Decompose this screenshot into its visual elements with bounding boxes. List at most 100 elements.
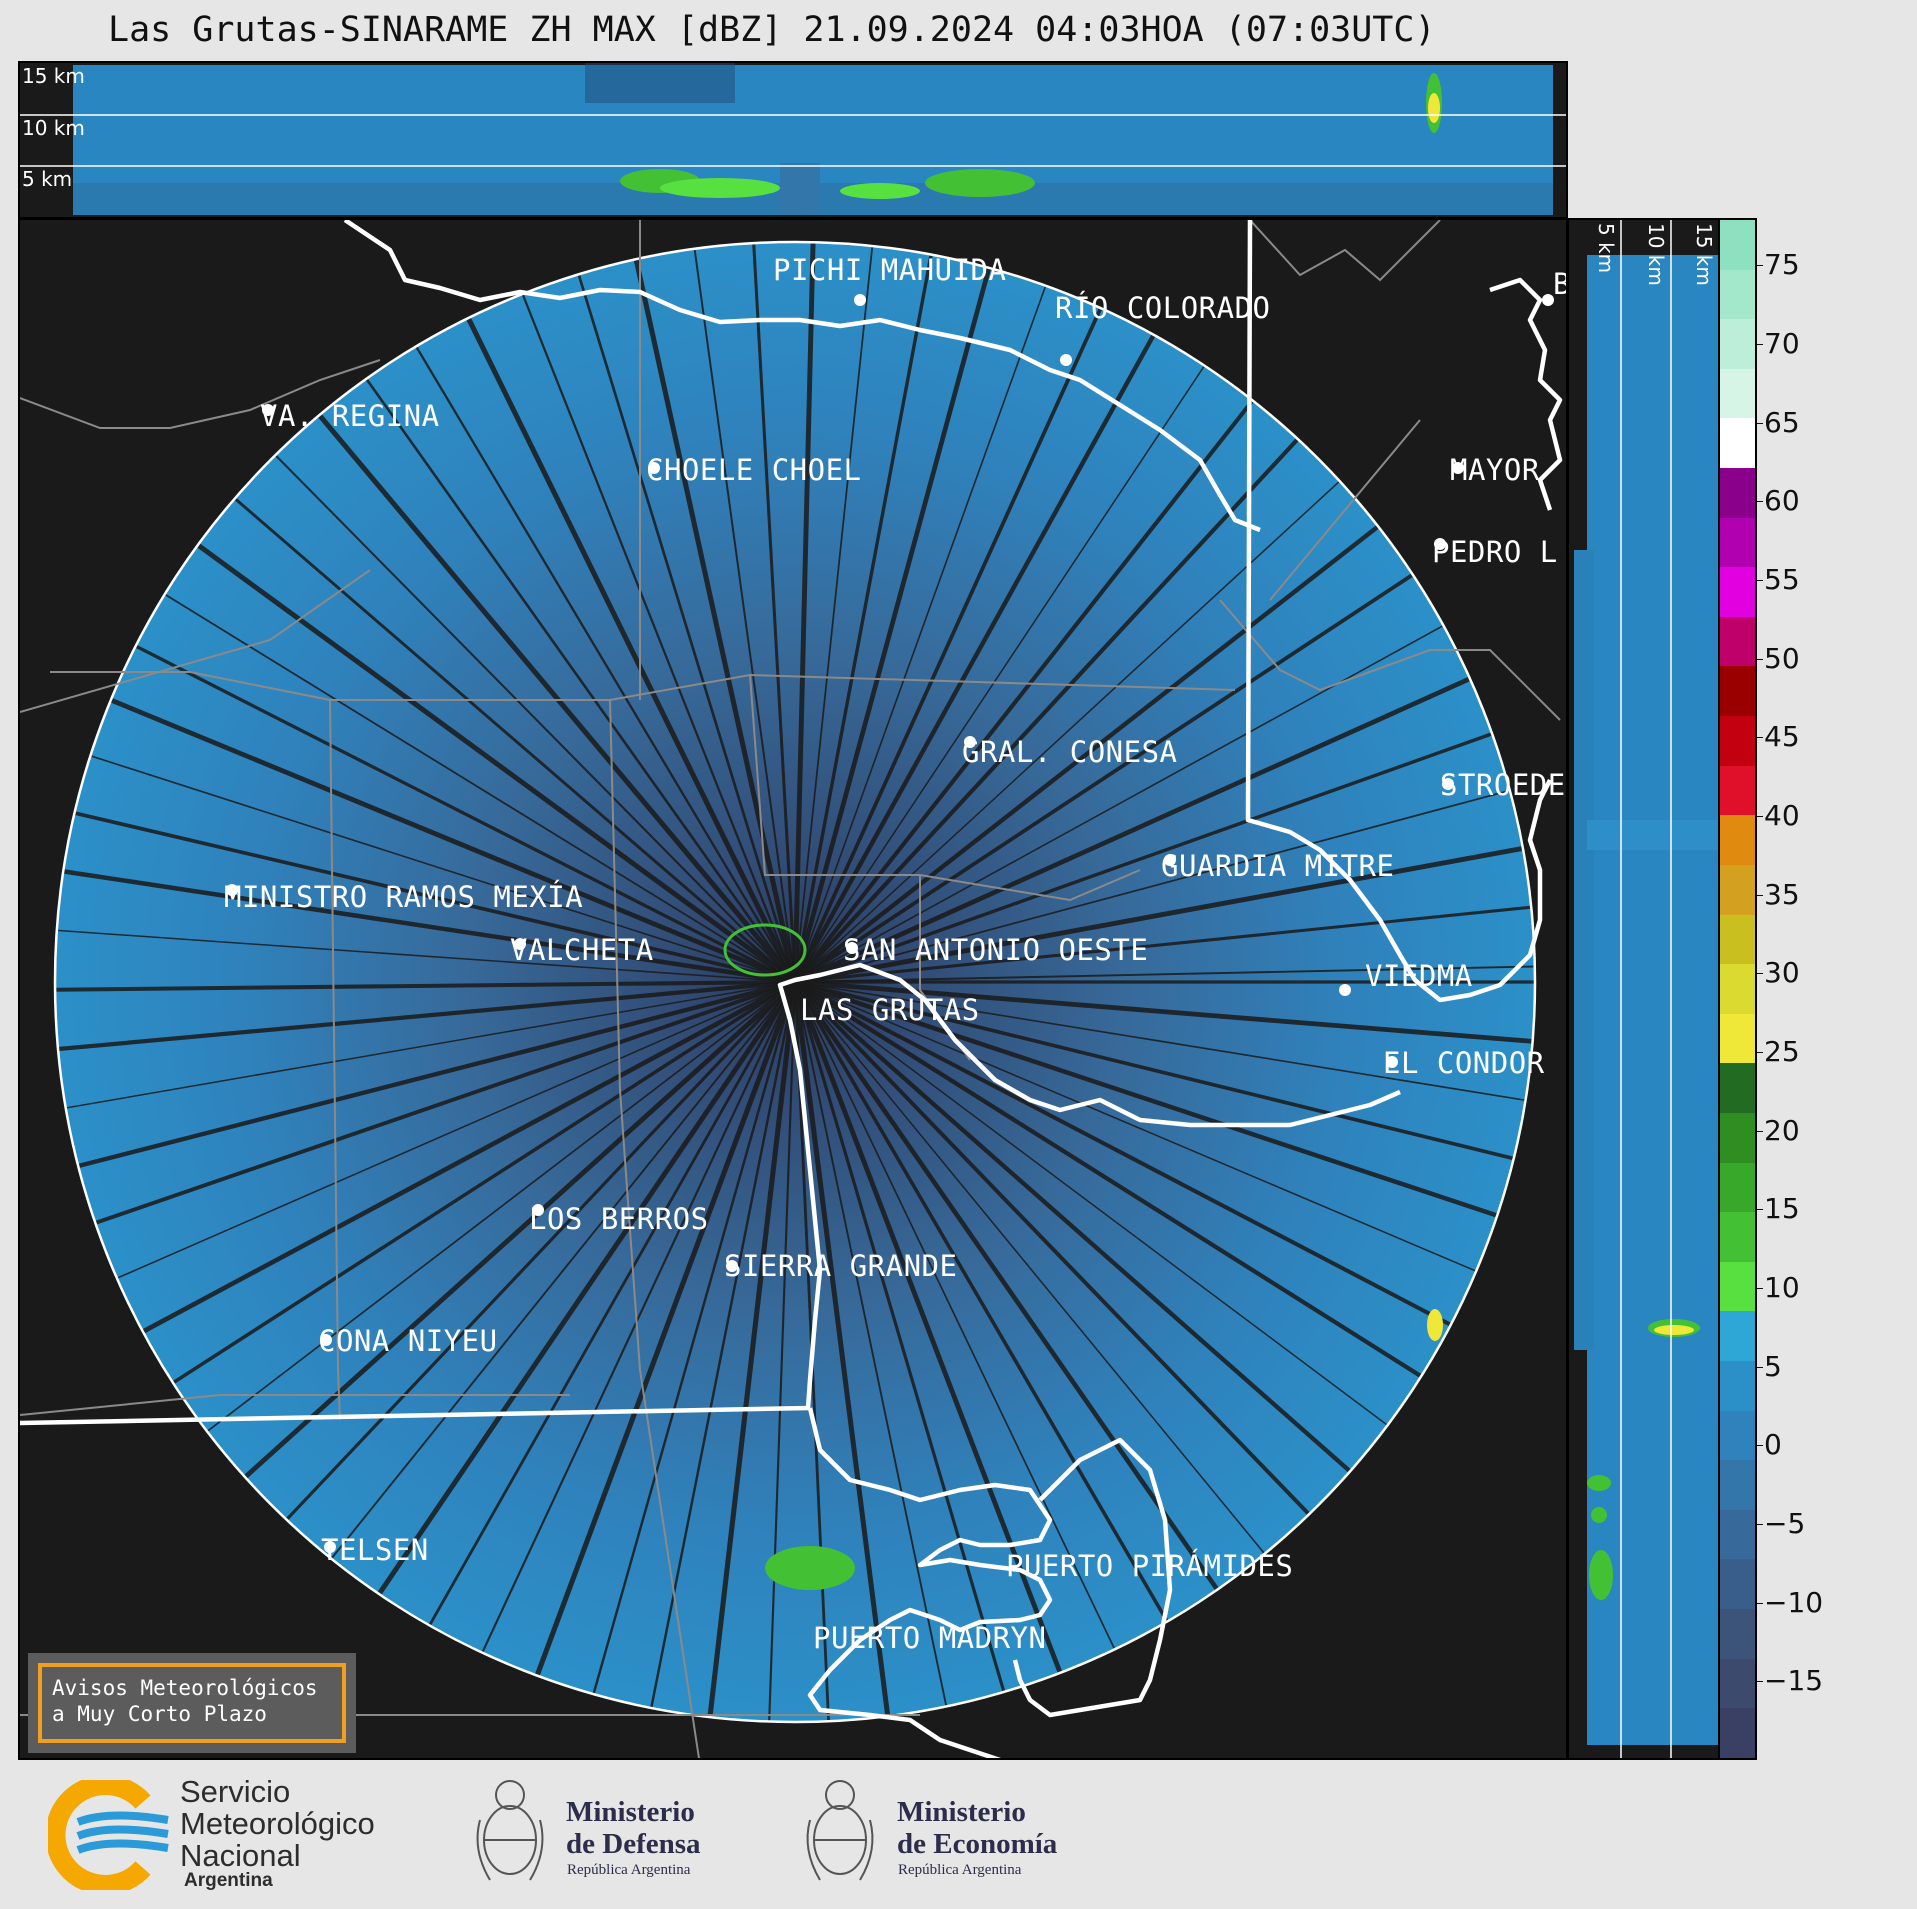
city-label: VIEDMA xyxy=(1365,959,1473,993)
city-marker xyxy=(726,1260,738,1272)
page-title: Las Grutas-SINARAME ZH MAX [dBZ] 21.09.2… xyxy=(108,10,1436,50)
city-label: STROEDE xyxy=(1440,768,1566,802)
colorbar-tick-mark xyxy=(1757,343,1763,345)
radar-range-ring xyxy=(53,240,1537,1724)
city-label: LAS GRUTAS xyxy=(800,993,980,1027)
colorbar-tick-mark xyxy=(1757,737,1763,739)
colorbar-tick-label: 30 xyxy=(1764,956,1800,990)
city-marker xyxy=(648,462,660,474)
city-label: SAN ANTONIO OESTE xyxy=(843,933,1148,967)
city-marker xyxy=(854,294,866,306)
colorbar-tick-label: 25 xyxy=(1764,1034,1800,1068)
smn-logo-icon xyxy=(48,1780,169,1890)
economia-sub: República Argentina xyxy=(898,1862,1022,1878)
city-label: PEDRO L xyxy=(1432,535,1558,569)
defensa-line-1: Ministerio xyxy=(566,1796,695,1828)
city-label: PUERTO MADRYN xyxy=(813,1621,1046,1655)
coastline-and-borders xyxy=(20,220,1563,1758)
city-marker xyxy=(1452,462,1464,474)
smn-line-2: Meteorológico xyxy=(180,1806,375,1841)
city-label: CHOELE CHOEL xyxy=(646,453,862,487)
colorbar-tick-mark xyxy=(1757,658,1763,660)
notice-line-1: Avisos Meteorológicos xyxy=(52,1676,318,1700)
city-label: GUARDIA MITRE xyxy=(1161,849,1394,883)
city-label: VA. REGINA xyxy=(260,399,440,433)
city-marker xyxy=(964,736,976,748)
city-marker xyxy=(514,938,526,950)
notice-box: Avisos Meteorológicos a Muy Corto Plazo xyxy=(28,1653,356,1753)
colorbar-tick-label: −5 xyxy=(1764,1506,1806,1540)
city-label: TELSEN xyxy=(321,1533,429,1567)
colorbar-tick-mark xyxy=(1757,501,1763,503)
city-marker xyxy=(1060,354,1072,366)
smn-line-3: Nacional xyxy=(180,1838,301,1873)
economia-line-2: de Economía xyxy=(897,1828,1058,1860)
city-label: SIERRA GRANDE xyxy=(724,1249,957,1283)
city-label: VALCHETA xyxy=(510,933,654,967)
city-marker xyxy=(1339,984,1351,996)
city-marker xyxy=(532,1204,544,1216)
colorbar-tick-label: 0 xyxy=(1764,1428,1782,1462)
side-cross-section-panel: 5 km 10 km 15 km xyxy=(1567,218,1722,1760)
city-marker xyxy=(1542,294,1554,306)
city-label: MAYOR xyxy=(1450,453,1540,487)
department-borders xyxy=(20,220,1561,1758)
city-marker xyxy=(1386,1056,1398,1068)
city-label: RÍO COLORADO xyxy=(1055,291,1271,325)
top-km-label-5: 5 km xyxy=(22,167,72,191)
city-marker xyxy=(320,1334,332,1346)
city-marker xyxy=(1442,778,1454,790)
city-label: LOS BERROS xyxy=(529,1202,709,1236)
city-label: EL CONDOR xyxy=(1383,1046,1545,1080)
colorbar-tick-label: 75 xyxy=(1764,248,1800,282)
defensa-line-2: de Defensa xyxy=(566,1828,701,1860)
colorbar-tick-mark xyxy=(1757,1445,1763,1447)
colorbar-tick-label: 35 xyxy=(1764,877,1800,911)
top-km-label-15: 15 km xyxy=(22,64,85,88)
colorbar-tick-label: 70 xyxy=(1764,326,1800,360)
colorbar-tick-mark xyxy=(1757,579,1763,581)
colorbar-tick-mark xyxy=(1757,422,1763,424)
colorbar-tick-label: 55 xyxy=(1764,562,1800,596)
colorbar-tick-label: 40 xyxy=(1764,798,1800,832)
coat-of-arms-icon xyxy=(476,1780,544,1881)
smn-line-1: Servicio xyxy=(180,1774,291,1809)
colorbar-tick-mark xyxy=(1757,973,1763,975)
colorbar-tick-label: 60 xyxy=(1764,484,1800,518)
notice-line-2: a Muy Corto Plazo xyxy=(52,1702,267,1726)
colorbar-tick-label: 5 xyxy=(1764,1349,1782,1383)
economia-line-1: Ministerio xyxy=(897,1796,1026,1828)
colorbar-tick-label: 50 xyxy=(1764,641,1800,675)
side-km-label-15: 15 km xyxy=(1692,223,1716,286)
colorbar-tick-label: 45 xyxy=(1764,720,1800,754)
city-marker xyxy=(1434,538,1446,550)
city-marker xyxy=(324,1541,336,1553)
beam-gaps xyxy=(55,242,1535,1722)
smn-sub: Argentina xyxy=(184,1870,273,1891)
city-label: MINISTRO RAMOS MEXÍA xyxy=(224,880,583,914)
city-label: PUERTO PIRÁMIDES xyxy=(1006,1549,1293,1583)
colorbar-tick-label: 15 xyxy=(1764,1192,1800,1226)
colorbar-tick-mark xyxy=(1757,1602,1763,1604)
city-marker xyxy=(1164,854,1176,866)
side-km-label-5: 5 km xyxy=(1594,223,1618,273)
top-km-label-10: 10 km xyxy=(22,116,85,140)
city-label: GRAL. CONESA xyxy=(962,735,1178,769)
city-label: CONA NIYEU xyxy=(318,1324,498,1358)
colorbar-tick-mark xyxy=(1757,1209,1763,1211)
city-marker xyxy=(262,404,274,416)
colorbar-tick-label: −10 xyxy=(1764,1585,1824,1619)
colorbar-tick-mark xyxy=(1757,1051,1763,1053)
colorbar-tick-label: 20 xyxy=(1764,1113,1800,1147)
city-marker xyxy=(846,942,858,954)
colorbar-tick-mark xyxy=(1757,265,1763,267)
colorbar-tick-label: 10 xyxy=(1764,1270,1800,1304)
city-label: PICHI MAHUIDA xyxy=(773,253,1006,287)
colorbar-tick-mark xyxy=(1757,1287,1763,1289)
city-label: B xyxy=(1553,267,1568,301)
colorbar-tick-mark xyxy=(1757,1130,1763,1132)
colorbar-tick-mark xyxy=(1757,1523,1763,1525)
defensa-sub: República Argentina xyxy=(567,1862,691,1878)
colorbar-tick-mark xyxy=(1757,815,1763,817)
colorbar-tick-mark xyxy=(1757,894,1763,896)
